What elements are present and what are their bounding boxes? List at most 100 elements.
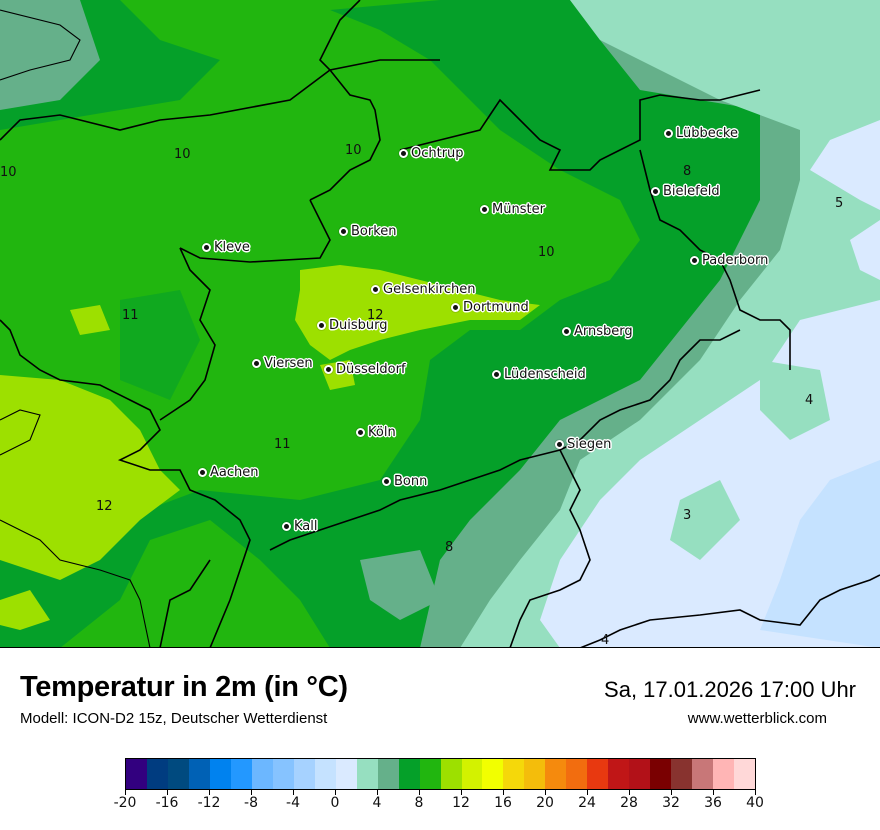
city-dot-icon xyxy=(451,303,460,312)
legend-tick-label: -8 xyxy=(244,795,258,811)
legend-tick xyxy=(419,790,420,795)
legend-swatch xyxy=(398,759,420,789)
legend-swatch xyxy=(545,759,567,789)
legend-swatch xyxy=(587,759,609,789)
legend-swatch xyxy=(251,759,273,789)
city-dot-icon xyxy=(555,440,564,449)
city-dot-icon xyxy=(480,205,489,214)
city-dot-icon xyxy=(664,129,673,138)
temperature-field xyxy=(0,0,880,647)
legend-tick xyxy=(167,790,168,795)
legend-tick-label: 36 xyxy=(704,795,722,811)
legend-swatch xyxy=(146,759,168,789)
legend-tick-label: -16 xyxy=(155,795,179,811)
legend-tick-label: 0 xyxy=(330,795,340,811)
legend-tick xyxy=(503,790,504,795)
legend-tick xyxy=(125,790,126,795)
website-link[interactable]: www.wetterblick.com xyxy=(687,710,827,727)
city-name: Arnsberg xyxy=(574,324,633,339)
legend-swatch xyxy=(167,759,189,789)
contour-label: 10 xyxy=(345,143,362,158)
legend-tick xyxy=(461,790,462,795)
legend-swatch xyxy=(524,759,546,789)
legend-swatch xyxy=(734,759,756,789)
legend-tick xyxy=(713,790,714,795)
legend-ticks: -20 -16 -12 -8 -4 0 4 8 12 16 20 24 28 32 36 40 xyxy=(114,790,764,820)
city-name: Siegen xyxy=(567,437,612,452)
city-name: Münster xyxy=(492,202,545,217)
legend-swatch xyxy=(188,759,210,789)
city-dot-icon xyxy=(252,359,261,368)
legend-tick xyxy=(671,790,672,795)
legend-tick xyxy=(629,790,630,795)
legend-swatch xyxy=(293,759,315,789)
city-name: Paderborn xyxy=(702,253,769,268)
city-dot-icon xyxy=(492,370,501,379)
contour-label: 11 xyxy=(122,308,139,323)
contour-label: 11 xyxy=(274,437,291,452)
legend-swatch xyxy=(377,759,399,789)
legend-tick-label: 16 xyxy=(494,795,512,811)
legend-swatch xyxy=(314,759,336,789)
contour-label: 8 xyxy=(445,540,454,555)
city-marker: Bonn xyxy=(382,474,427,489)
legend-tick xyxy=(545,790,546,795)
legend-swatch xyxy=(482,759,504,789)
legend-tick-label: 20 xyxy=(536,795,554,811)
city-dot-icon xyxy=(651,187,660,196)
city-marker: Bielefeld xyxy=(651,184,720,199)
contour-label: 8 xyxy=(683,164,692,179)
city-dot-icon xyxy=(202,243,211,252)
city-marker: Borken xyxy=(339,224,397,239)
legend-tick xyxy=(251,790,252,795)
map-title: Temperatur in 2m (in °C) xyxy=(20,671,348,703)
contour-label: 10 xyxy=(0,165,17,180)
legend-swatch xyxy=(671,759,693,789)
city-marker: Kleve xyxy=(202,240,250,255)
city-marker: Siegen xyxy=(555,437,611,452)
city-name: Kleve xyxy=(214,240,250,255)
city-dot-icon xyxy=(399,149,408,158)
city-marker: Münster xyxy=(480,202,545,217)
city-marker: Düsseldorf xyxy=(324,362,406,377)
contour-label: 3 xyxy=(683,508,692,523)
city-name: Bonn xyxy=(394,474,428,489)
legend-swatch xyxy=(440,759,462,789)
legend-tick-label: 40 xyxy=(746,795,764,811)
city-name: Kall xyxy=(294,519,318,534)
forecast-datetime: Sa, 17.01.2026 17:00 Uhr xyxy=(604,677,856,702)
city-marker: Paderborn xyxy=(690,253,768,268)
model-subtitle: Modell: ICON-D2 15z, Deutscher Wetterdie… xyxy=(20,710,328,727)
city-marker: Lüdenscheid xyxy=(492,367,586,382)
legend-tick-label: 8 xyxy=(414,795,424,811)
contour-label: 10 xyxy=(174,147,191,162)
legend-tick-label: 32 xyxy=(662,795,680,811)
city-name: Lüdenscheid xyxy=(504,367,586,382)
city-marker: Dortmund xyxy=(451,300,529,315)
legend-swatch xyxy=(692,759,714,789)
legend-swatch xyxy=(608,759,630,789)
city-name: Viersen xyxy=(264,356,313,371)
city-name: Gelsenkirchen xyxy=(383,282,476,297)
city-dot-icon xyxy=(356,428,365,437)
legend-tick-label: -4 xyxy=(286,795,300,811)
city-dot-icon xyxy=(371,285,380,294)
city-marker: Ochtrup xyxy=(399,146,464,161)
temperature-map[interactable]: 10 10 10 8 5 10 11 12 4 11 12 3 8 4 Lübbecke Ochtrup Bi… xyxy=(0,0,880,648)
legend-swatch xyxy=(503,759,525,789)
city-name: Köln xyxy=(368,425,396,440)
legend-swatch xyxy=(230,759,252,789)
city-name: Duisburg xyxy=(329,318,388,333)
legend-swatch xyxy=(356,759,378,789)
color-scale-legend xyxy=(125,758,756,790)
city-marker: Gelsenkirchen xyxy=(371,282,476,297)
legend-swatch xyxy=(419,759,441,789)
city-dot-icon xyxy=(198,468,207,477)
legend-swatch xyxy=(272,759,294,789)
contour-label: 12 xyxy=(96,499,113,514)
city-name: Aachen xyxy=(210,465,259,480)
legend-swatch xyxy=(461,759,483,789)
city-name: Bielefeld xyxy=(663,184,720,199)
city-name: Lübbecke xyxy=(676,126,738,141)
city-dot-icon xyxy=(690,256,699,265)
